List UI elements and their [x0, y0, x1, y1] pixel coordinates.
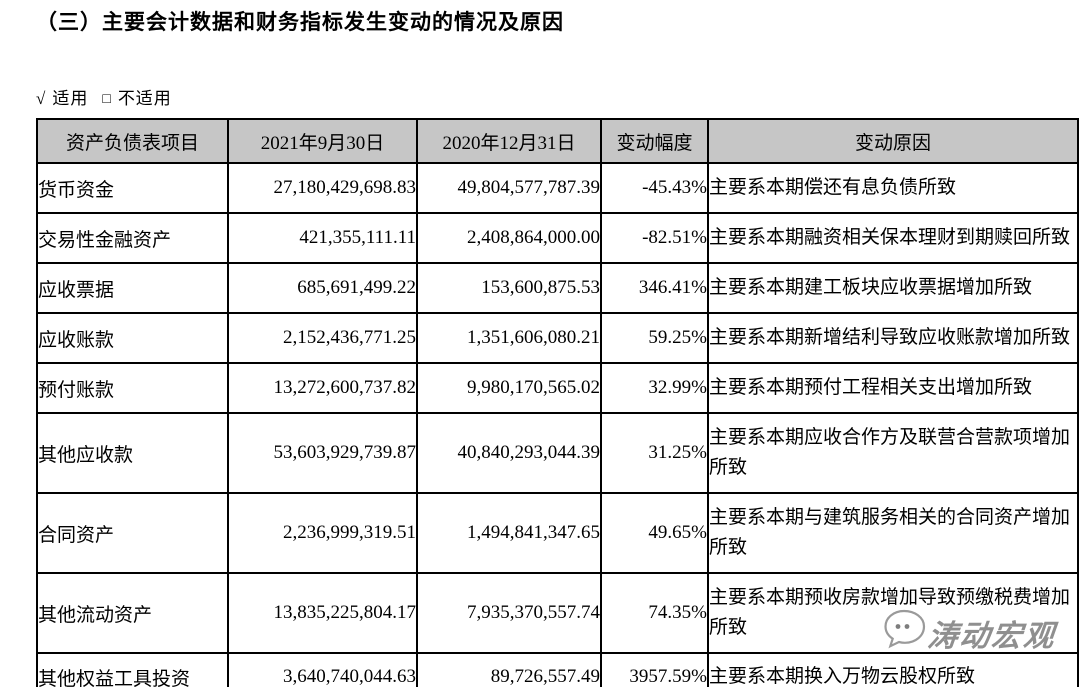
value-2021-cell: 53,603,929,739.87 [227, 412, 418, 494]
value-2020-cell: 40,840,293,044.39 [416, 412, 602, 494]
reason-cell: 主要系本期新增结利导致应收账款增加所致 [707, 312, 1079, 364]
value-2020-cell: 1,351,606,080.21 [416, 312, 602, 364]
value-2020-cell: 153,600,875.53 [416, 262, 602, 314]
chat-bubble-icon [882, 608, 928, 657]
reason-cell: 主要系本期换入万物云股权所致 [707, 652, 1079, 687]
item-cell: 应收账款 [36, 312, 229, 364]
applicability-line: √ 适用 □ 不适用 [36, 84, 172, 109]
reason-cell: 主要系本期融资相关保本理财到期赎回所致 [707, 212, 1079, 264]
item-cell: 其他权益工具投资 [36, 652, 229, 687]
change-cell: 74.35% [600, 572, 709, 654]
value-2021-cell: 3,640,740,044.63 [227, 652, 418, 687]
col-header-change: 变动幅度 [600, 118, 709, 164]
col-header-item: 资产负债表项目 [36, 118, 229, 164]
item-cell: 合同资产 [36, 492, 229, 574]
table-row-notes-receivable: 应收票据 685,691,499.22 153,600,875.53 346.4… [36, 262, 1079, 314]
not-applicable-label: 不适用 [117, 89, 172, 108]
change-cell: 3957.59% [600, 652, 709, 687]
value-2021-cell: 13,272,600,737.82 [227, 362, 418, 414]
table-row-accounts-receivable: 应收账款 2,152,436,771.25 1,351,606,080.21 5… [36, 312, 1079, 364]
change-cell: 59.25% [600, 312, 709, 364]
value-2021-cell: 685,691,499.22 [227, 262, 418, 314]
value-2021-cell: 2,152,436,771.25 [227, 312, 418, 364]
value-2020-cell: 9,980,170,565.02 [416, 362, 602, 414]
change-cell: 49.65% [600, 492, 709, 574]
change-cell: 31.25% [600, 412, 709, 494]
value-2020-cell: 49,804,577,787.39 [416, 162, 602, 214]
reason-cell: 主要系本期与建筑服务相关的合同资产增加所致 [707, 492, 1079, 574]
change-cell: -82.51% [600, 212, 709, 264]
table-row-other-equity-investments: 其他权益工具投资 3,640,740,044.63 89,726,557.49 … [36, 652, 1079, 687]
applicable-check-mark: √ [36, 89, 47, 108]
table-row-monetary-funds: 货币资金 27,180,429,698.83 49,804,577,787.39… [36, 162, 1079, 214]
value-2021-cell: 27,180,429,698.83 [227, 162, 418, 214]
item-cell: 其他应收款 [36, 412, 229, 494]
change-cell: 346.41% [600, 262, 709, 314]
item-cell: 应收票据 [36, 262, 229, 314]
item-cell: 货币资金 [36, 162, 229, 214]
balance-sheet-changes-table: 资产负债表项目 2021年9月30日 2020年12月31日 变动幅度 变动原因… [36, 118, 1079, 687]
value-2020-cell: 89,726,557.49 [416, 652, 602, 687]
value-2020-cell: 7,935,370,557.74 [416, 572, 602, 654]
value-2021-cell: 421,355,111.11 [227, 212, 418, 264]
applicable-label: 适用 [52, 89, 89, 108]
table-row-contract-assets: 合同资产 2,236,999,319.51 1,494,841,347.65 4… [36, 492, 1079, 574]
reason-cell: 主要系本期预付工程相关支出增加所致 [707, 362, 1079, 414]
watermark: 涛动宏观 [882, 608, 1058, 657]
table-header-row: 资产负债表项目 2021年9月30日 2020年12月31日 变动幅度 变动原因 [36, 118, 1079, 164]
reason-cell: 主要系本期偿还有息负债所致 [707, 162, 1079, 214]
value-2021-cell: 2,236,999,319.51 [227, 492, 418, 574]
value-2020-cell: 1,494,841,347.65 [416, 492, 602, 574]
col-header-2020-12-31: 2020年12月31日 [416, 118, 602, 164]
value-2021-cell: 13,835,225,804.17 [227, 572, 418, 654]
item-cell: 其他流动资产 [36, 572, 229, 654]
reason-cell: 主要系本期建工板块应收票据增加所致 [707, 262, 1079, 314]
change-cell: 32.99% [600, 362, 709, 414]
item-cell: 预付账款 [36, 362, 229, 414]
value-2020-cell: 2,408,864,000.00 [416, 212, 602, 264]
table-row-other-receivables: 其他应收款 53,603,929,739.87 40,840,293,044.3… [36, 412, 1079, 494]
table-row-other-current-assets: 其他流动资产 13,835,225,804.17 7,935,370,557.7… [36, 572, 1079, 654]
change-cell: -45.43% [600, 162, 709, 214]
reason-cell: 主要系本期应收合作方及联营合营款项增加所致 [707, 412, 1079, 494]
item-cell: 交易性金融资产 [36, 212, 229, 264]
not-applicable-checkbox: □ [102, 92, 112, 107]
col-header-reason: 变动原因 [707, 118, 1079, 164]
table-row-trading-financial-assets: 交易性金融资产 421,355,111.11 2,408,864,000.00 … [36, 212, 1079, 264]
col-header-2021-09-30: 2021年9月30日 [227, 118, 418, 164]
table-row-prepayments: 预付账款 13,272,600,737.82 9,980,170,565.02 … [36, 362, 1079, 414]
section-title: （三）主要会计数据和财务指标发生变动的情况及原因 [36, 10, 564, 34]
watermark-text: 涛动宏观 [925, 619, 1058, 653]
